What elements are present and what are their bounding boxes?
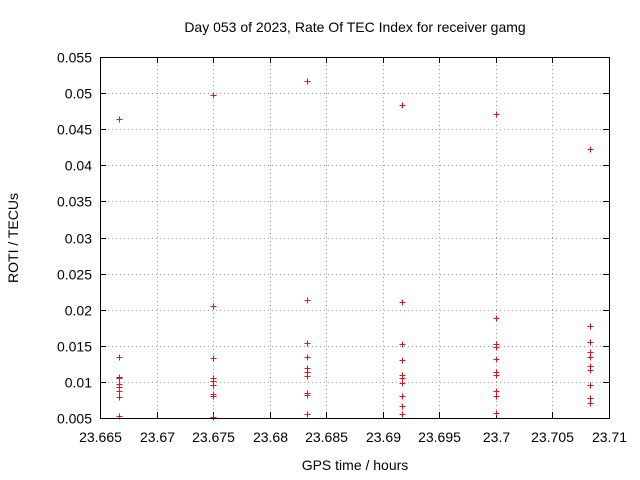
data-point	[587, 367, 594, 374]
x-tick-label: 23.665	[79, 429, 122, 445]
grid	[100, 57, 609, 418]
data-point	[399, 102, 406, 109]
y-tick-label: 0.03	[65, 231, 92, 247]
y-tick-label: 0.055	[57, 50, 92, 66]
data-point	[304, 373, 311, 380]
data-point	[493, 344, 500, 351]
y-tick-label: 0.045	[57, 122, 92, 138]
x-tick-label: 23.7	[483, 429, 510, 445]
data-point	[304, 411, 311, 418]
y-tick-label: 0.035	[57, 194, 92, 210]
plot-frame	[100, 57, 610, 419]
y-axis-title: ROTI / TECUs	[5, 193, 21, 283]
y-tick-label: 0.04	[65, 158, 92, 174]
data-point	[493, 356, 500, 363]
data-points	[116, 78, 594, 421]
x-tick-label: 23.675	[192, 429, 235, 445]
data-point	[587, 339, 594, 346]
data-point	[116, 394, 123, 401]
data-point	[210, 414, 217, 421]
x-tick-labels: 23.665 23.67 23.675 23.68 23.685 23.69 23.695 2…	[79, 429, 627, 445]
data-point	[399, 393, 406, 400]
data-point	[587, 146, 594, 153]
data-point	[210, 382, 217, 389]
data-point	[587, 323, 594, 330]
y-tick-label: 0.01	[65, 375, 92, 391]
data-point	[304, 392, 311, 399]
data-point	[116, 388, 123, 395]
data-point	[587, 382, 594, 389]
y-tick-label: 0.05	[65, 86, 92, 102]
data-point	[399, 357, 406, 364]
data-point	[304, 78, 311, 85]
data-point	[399, 299, 406, 306]
data-point	[304, 340, 311, 347]
data-point	[210, 393, 217, 400]
data-point	[116, 116, 123, 123]
data-point	[116, 354, 123, 361]
data-point	[493, 315, 500, 322]
data-point	[210, 92, 217, 99]
x-tick-label: 23.68	[253, 429, 288, 445]
x-tick-label: 23.705	[531, 429, 574, 445]
data-point	[210, 303, 217, 310]
x-tick-label: 23.67	[140, 429, 175, 445]
x-tick-label: 23.71	[592, 429, 627, 445]
data-point	[399, 403, 406, 410]
data-point	[587, 354, 594, 361]
x-axis-title: GPS time / hours	[302, 457, 409, 473]
data-point	[493, 410, 500, 417]
data-point	[304, 297, 311, 304]
data-point	[493, 111, 500, 118]
data-point	[399, 380, 406, 387]
data-point	[399, 341, 406, 348]
data-point	[116, 375, 123, 382]
y-tick-label: 0.02	[65, 303, 92, 319]
data-point	[304, 354, 311, 361]
x-tick-label: 23.695	[418, 429, 461, 445]
data-point	[399, 411, 406, 418]
y-tick-labels: 0.005 0.01 0.015 0.02 0.025 0.03 0.035 0.04 0.04…	[57, 50, 92, 427]
axis-ticks	[100, 57, 610, 419]
chart-title: Day 053 of 2023, Rate Of TEC Index for r…	[184, 19, 525, 35]
y-tick-label: 0.025	[57, 267, 92, 283]
data-point	[493, 393, 500, 400]
x-tick-label: 23.685	[305, 429, 348, 445]
y-tick-label: 0.015	[57, 339, 92, 355]
data-point	[210, 355, 217, 362]
data-point	[493, 372, 500, 379]
data-point	[587, 400, 594, 407]
x-tick-label: 23.69	[366, 429, 401, 445]
y-tick-label: 0.005	[57, 411, 92, 427]
